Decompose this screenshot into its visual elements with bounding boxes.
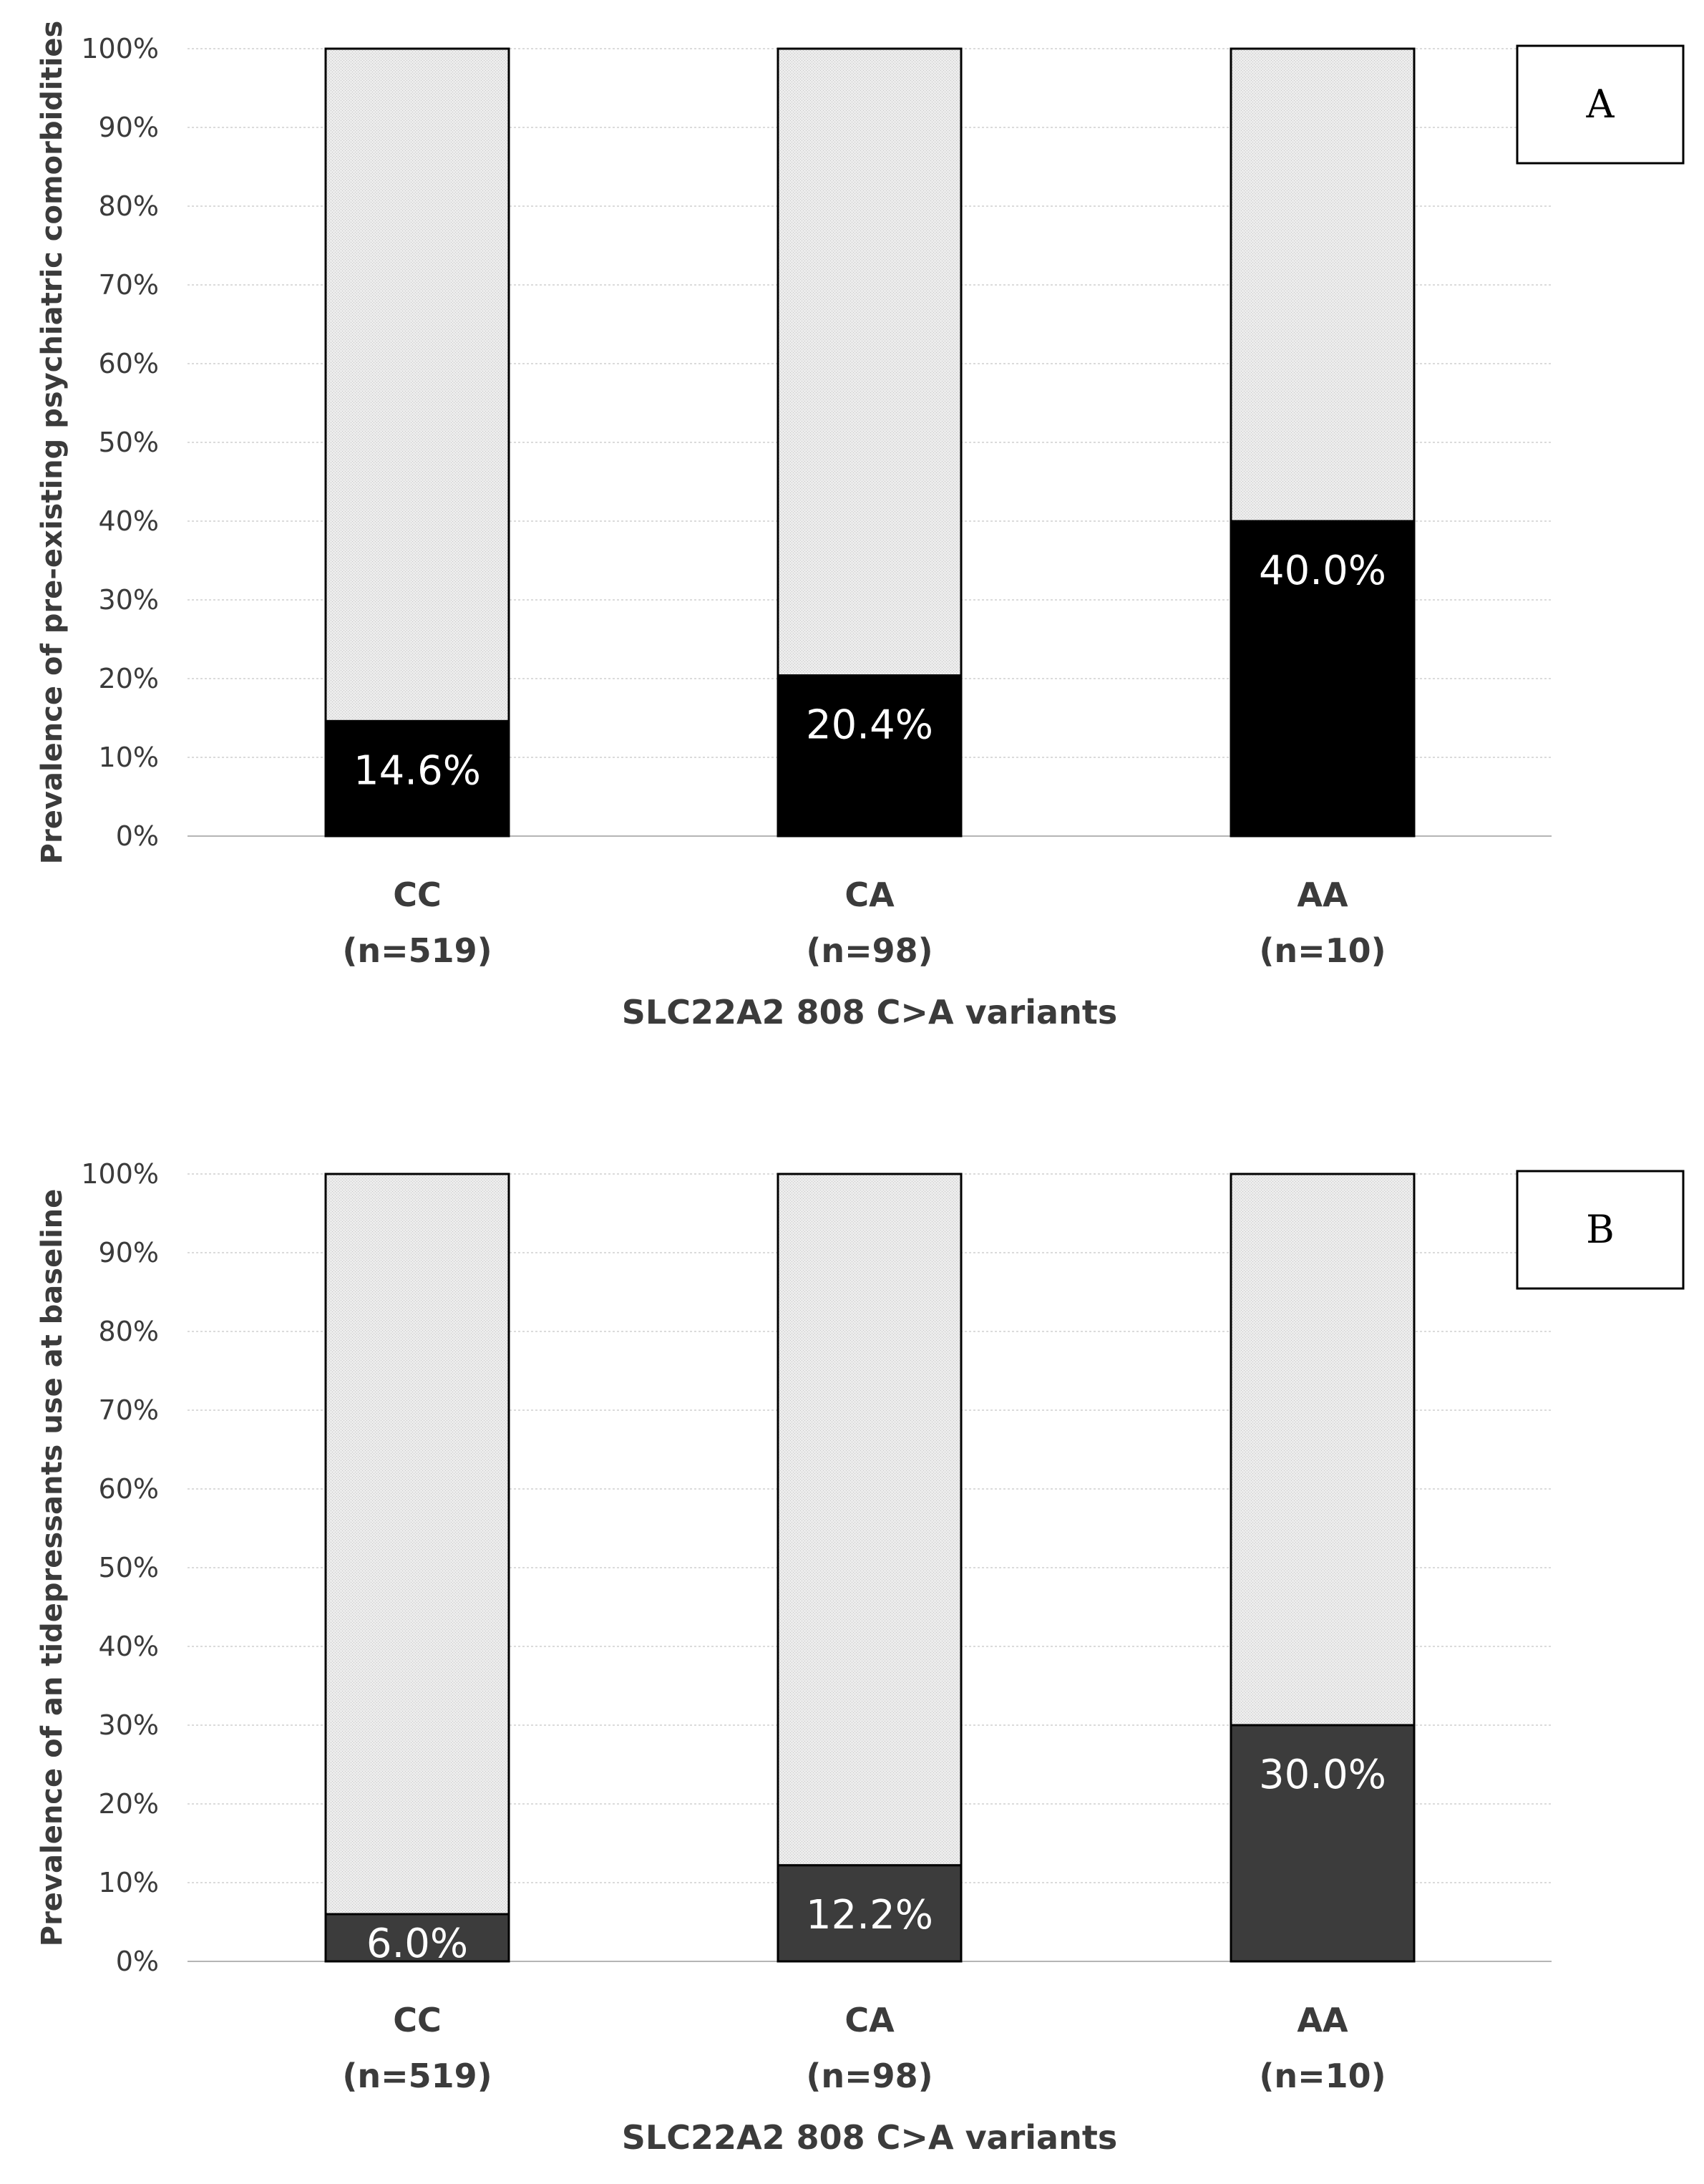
data-label: 6.0% [366,1921,468,1967]
y-tick-label: 100% [81,1158,159,1190]
y-tick-label: 90% [99,112,159,143]
x-category-label: CA [844,2001,895,2039]
x-category-count: (n=519) [342,931,492,970]
y-tick-label: 50% [99,427,159,458]
y-axis-label: Prevalence of an tidepressants use at ba… [36,1189,69,1947]
bar-segment-absent [1230,1173,1416,1727]
panel-label: B [1586,1207,1615,1252]
data-label: 30.0% [1259,1752,1386,1798]
x-category-label: AA [1297,875,1348,914]
data-label: 20.4% [806,702,933,749]
data-label: 14.6% [354,747,481,794]
x-category-count: (n=10) [1259,2057,1386,2095]
bar-segment-absent [776,47,963,677]
x-category-count: (n=10) [1259,931,1386,970]
chart-panel-a: 0% 10% 20% 30% 40% 50% 60% 70% 80% 90% 100% 14.6% CC… [36,21,1685,1032]
y-tick-label: 60% [99,348,159,379]
y-tick-label: 60% [99,1473,159,1505]
bar-segment-present [1230,520,1416,838]
y-tick-label: 20% [99,1788,159,1820]
bar-segment-present [324,1913,510,1963]
bar-segment-present [776,674,963,838]
x-axis-label: SLC22A2 808 C>A variants [622,993,1117,1032]
x-category-label: CC [393,875,442,914]
y-tick-label: 100% [81,33,159,64]
bar-segment-absent [1230,47,1416,523]
y-tick-label: 80% [99,190,159,222]
x-category-count: (n=519) [342,2057,492,2095]
bar-segment-absent [324,1173,510,1916]
y-tick-label: 30% [99,584,159,616]
x-category-label: CC [393,2001,442,2039]
y-tick-label: 40% [99,1631,159,1662]
panel-label-box [1516,44,1685,165]
bar-segment-absent [776,1173,963,1867]
x-axis-label: SLC22A2 808 C>A variants [622,2118,1117,2157]
y-axis-label: Prevalence of pre-existing psychiatric c… [36,21,69,865]
bar-segment-present [1230,1724,1416,1963]
y-tick-label: 0% [116,1946,159,1977]
x-category-count: (n=98) [806,2057,933,2095]
data-label: 12.2% [806,1892,933,1938]
bar-segment-absent [324,47,510,722]
y-tick-label: 10% [99,742,159,773]
bar-segment-present [776,1864,963,1963]
chart-panel-b: 0% 10% 20% 30% 40% 50% 60% 70% 80% 90% 100% 6.0% CC (… [36,1158,1685,2157]
y-tick-label: 0% [116,820,159,852]
y-tick-label: 80% [99,1316,159,1347]
y-tick-label: 70% [99,1394,159,1426]
y-tick-label: 10% [99,1867,159,1898]
y-tick-label: 40% [99,505,159,537]
x-category-count: (n=98) [806,931,933,970]
y-tick-label: 90% [99,1237,159,1268]
panel-label-box [1516,1170,1685,1290]
y-tick-label: 20% [99,663,159,694]
data-label: 40.0% [1259,548,1386,594]
panel-label: A [1586,82,1615,127]
y-tick-label: 70% [99,269,159,301]
bar-segment-present [324,719,510,838]
x-category-label: CA [844,875,895,914]
y-tick-label: 50% [99,1552,159,1583]
x-category-label: AA [1297,2001,1348,2039]
y-tick-label: 30% [99,1709,159,1741]
